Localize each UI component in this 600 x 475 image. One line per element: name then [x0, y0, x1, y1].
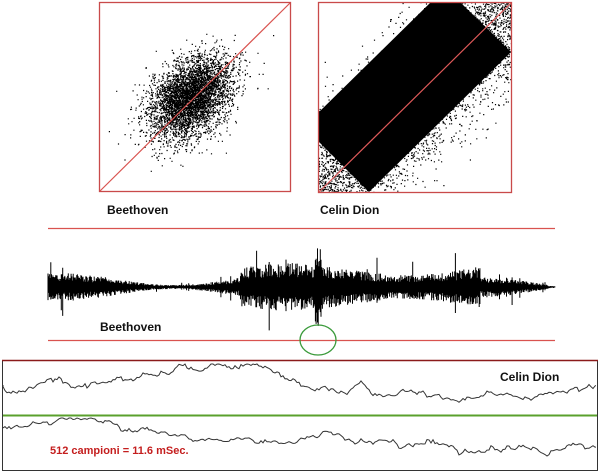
- waveform: [47, 248, 556, 331]
- scatter-points: [108, 33, 275, 172]
- trace: [3, 417, 596, 457]
- detail-label: Celin Dion: [500, 370, 559, 384]
- waveform-label: Beethoven: [100, 320, 161, 334]
- scatter-points: [319, 3, 511, 192]
- diagonal: [99, 2, 291, 192]
- scatter-frame: [98, 1, 292, 193]
- highlight-circle: [299, 324, 337, 356]
- diagonal: [318, 2, 512, 193]
- scatter-frame: [317, 1, 513, 194]
- detail-note: 512 campioni = 11.6 mSec.: [50, 445, 189, 457]
- trace: [3, 363, 596, 403]
- panel-label: Celin Dion: [320, 203, 379, 217]
- scatter-cloud: [108, 33, 275, 172]
- panel-label: Beethoven: [107, 203, 168, 217]
- scatter-cloud: [319, 3, 511, 192]
